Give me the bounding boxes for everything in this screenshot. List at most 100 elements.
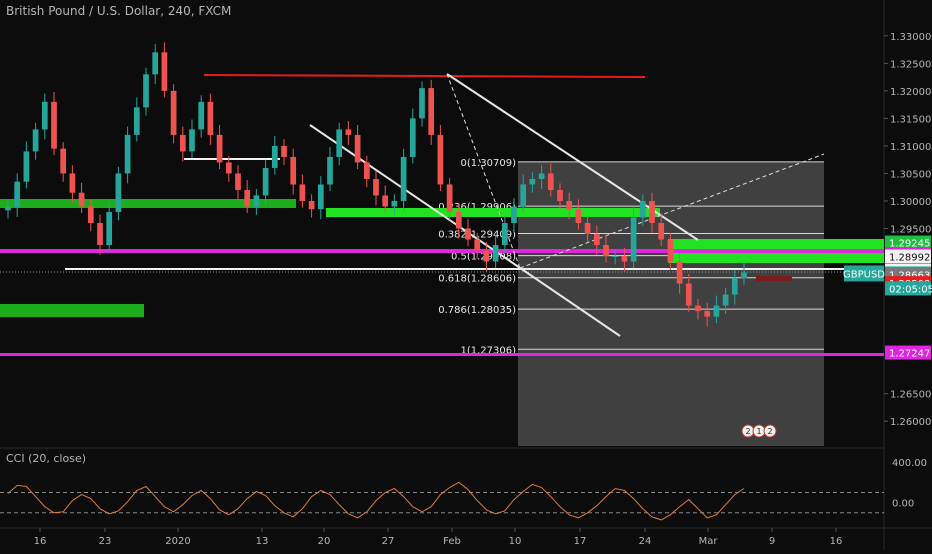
- candle-body: [78, 192, 85, 207]
- candle-body: [603, 245, 609, 257]
- chart-title: British Pound / U.S. Dollar, 240, FXCM: [6, 4, 232, 18]
- candle-body: [566, 200, 573, 210]
- magenta-level-line: [0, 249, 884, 253]
- candle-body: [115, 173, 122, 212]
- candle-body: [133, 107, 140, 135]
- candle-body: [446, 184, 453, 212]
- candle-body: [474, 239, 481, 251]
- candle-body: [612, 256, 619, 258]
- price-axis-tag-label: 1.27247: [889, 349, 930, 360]
- trend-line: [309, 124, 621, 337]
- price-tick-label: 1.32000: [890, 87, 931, 98]
- trend-line: [446, 73, 699, 241]
- candle-body: [235, 173, 241, 190]
- candle-body: [97, 223, 103, 246]
- price-axis-tag: [885, 249, 931, 264]
- candle-body: [428, 88, 435, 135]
- price-axis-tag: [885, 345, 931, 360]
- price-tick-label: 1.30500: [890, 169, 931, 180]
- candle-body: [317, 184, 324, 210]
- candle-body: [152, 52, 159, 75]
- candle-body: [253, 195, 260, 207]
- candle-body: [354, 134, 361, 163]
- candle-body: [179, 134, 186, 152]
- price-tick-label: 1.33000: [890, 32, 931, 43]
- time-tick-label: Feb: [443, 536, 461, 547]
- candle-body: [271, 145, 278, 168]
- time-tick-label: Mar: [699, 536, 719, 547]
- candle-body: [60, 148, 67, 174]
- candle-body: [584, 223, 591, 235]
- price-tick-label: 1.26500: [890, 390, 931, 401]
- candle-body: [336, 129, 343, 157]
- red-resistance-line: [203, 74, 646, 78]
- symbol-label: GBPUSD: [843, 269, 885, 280]
- candle-body: [658, 223, 665, 240]
- candle-body: [51, 101, 57, 149]
- support-zone: [326, 208, 660, 217]
- price-tick-label: 1.31500: [890, 114, 931, 125]
- candle-body: [262, 167, 269, 196]
- countdown-tag: [885, 281, 931, 296]
- candle-body: [667, 239, 674, 262]
- candle-body: [437, 134, 444, 185]
- time-tick-label: 16: [830, 536, 843, 547]
- time-tick-label: 10: [509, 536, 522, 547]
- candle-body: [308, 200, 315, 210]
- candle-body: [722, 294, 729, 306]
- fibonacci-zone: [518, 161, 824, 447]
- candle-body: [419, 88, 425, 119]
- event-badge-icon[interactable]: [763, 424, 777, 438]
- candle-body: [400, 156, 407, 201]
- support-zone: [0, 199, 296, 208]
- candle-body: [189, 129, 195, 152]
- candle-body: [327, 156, 333, 185]
- candle-body: [290, 156, 297, 185]
- price-tick-label: 1.30000: [890, 197, 931, 208]
- candle-body: [198, 101, 205, 130]
- time-tick-label: 13: [256, 536, 269, 547]
- price-axis-tag: [885, 235, 931, 250]
- candle-body: [225, 162, 232, 174]
- price-tick-label: 1.31000: [890, 142, 931, 153]
- candle-body: [216, 134, 223, 163]
- candle-body: [538, 173, 545, 179]
- time-tick-label: 23: [99, 536, 112, 547]
- price-axis-tag-label: 1.28663: [889, 271, 930, 282]
- price-axis-tag-label: 1.29245: [889, 239, 930, 250]
- candle-body: [170, 90, 177, 135]
- candle-body: [593, 234, 600, 246]
- candle-body: [363, 162, 370, 179]
- candle-body: [207, 101, 214, 135]
- candle-body: [281, 145, 287, 157]
- candle-body: [630, 217, 637, 262]
- candle-body: [465, 228, 471, 240]
- support-zone: [0, 304, 144, 317]
- candle-body: [382, 195, 389, 207]
- price-tick-label: 1.26000: [890, 417, 931, 428]
- candle-body: [87, 206, 94, 223]
- candle-body: [520, 184, 527, 207]
- fib-level-label: 0.786(1.28035): [438, 305, 516, 316]
- event-badge-label: 2: [767, 427, 772, 436]
- candle-body: [143, 74, 149, 108]
- candle-body: [621, 256, 628, 262]
- small-red-zone: [756, 276, 792, 281]
- candle-body: [731, 278, 738, 295]
- time-tick-label: 16: [34, 536, 47, 547]
- candle-body: [639, 200, 646, 218]
- candle-body: [41, 101, 48, 130]
- candle-body: [741, 272, 747, 279]
- candle-body: [483, 250, 490, 262]
- candle-body: [704, 311, 711, 317]
- candle-body: [501, 223, 508, 246]
- indicator-tick-label: 0.00: [892, 499, 914, 510]
- fib-level-label: 0.5(1.29008): [451, 252, 516, 263]
- candle-body: [685, 283, 692, 306]
- fib-level-label: 0.618(1.28606): [438, 274, 516, 285]
- time-tick-label: 24: [639, 536, 652, 547]
- candle-body: [409, 118, 416, 157]
- candle-body: [455, 211, 462, 229]
